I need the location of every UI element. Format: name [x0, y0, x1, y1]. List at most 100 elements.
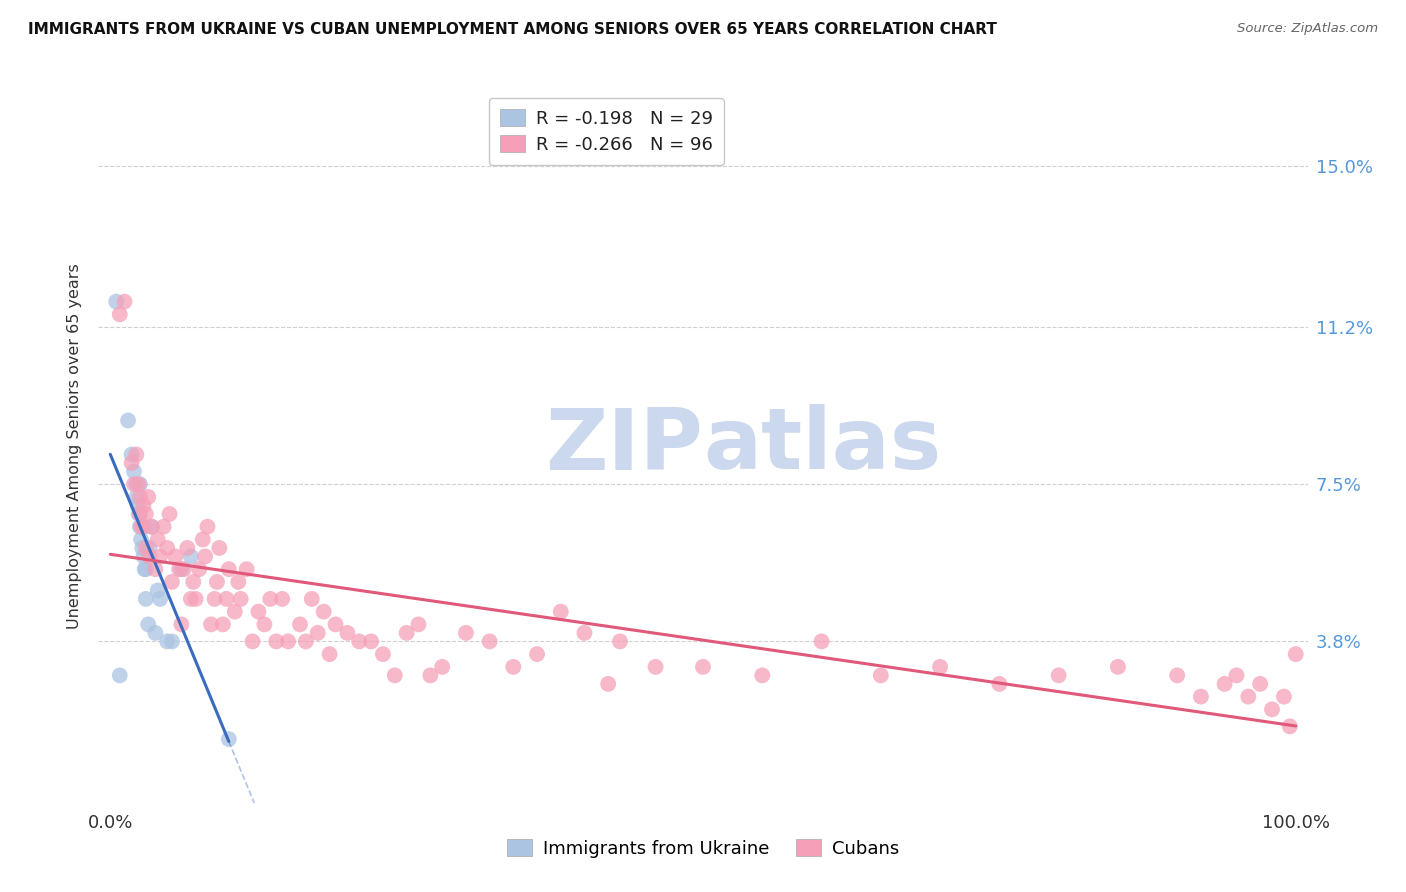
- Point: [125, 448, 148, 462]
- Point: [108, 307, 131, 321]
- Point: [1189, 690, 1212, 704]
- Point: [371, 647, 394, 661]
- Point: [149, 591, 172, 606]
- Point: [159, 507, 181, 521]
- Point: [1285, 647, 1308, 661]
- Point: [384, 668, 406, 682]
- Legend: Immigrants from Ukraine, Cubans: Immigrants from Ukraine, Cubans: [499, 832, 907, 865]
- Point: [1272, 690, 1295, 704]
- Point: [181, 574, 204, 589]
- Text: IMMIGRANTS FROM UKRAINE VS CUBAN UNEMPLOYMENT AMONG SENIORS OVER 65 YEARS CORREL: IMMIGRANTS FROM UKRAINE VS CUBAN UNEMPLO…: [28, 22, 997, 37]
- Text: atlas: atlas: [703, 404, 941, 488]
- Point: [146, 533, 169, 547]
- Point: [609, 634, 631, 648]
- Text: ZIP: ZIP: [546, 404, 703, 488]
- Point: [208, 541, 231, 555]
- Point: [1166, 668, 1188, 682]
- Point: [167, 562, 190, 576]
- Point: [131, 541, 153, 555]
- Point: [1249, 677, 1271, 691]
- Point: [108, 668, 131, 682]
- Point: [132, 519, 155, 533]
- Point: [226, 574, 249, 589]
- Point: [692, 660, 714, 674]
- Point: [644, 660, 666, 674]
- Point: [197, 519, 219, 533]
- Point: [125, 490, 148, 504]
- Point: [143, 562, 166, 576]
- Point: [598, 677, 620, 691]
- Point: [129, 490, 152, 504]
- Point: [502, 660, 524, 674]
- Point: [132, 519, 155, 533]
- Point: [191, 533, 214, 547]
- Point: [121, 448, 143, 462]
- Point: [419, 668, 441, 682]
- Point: [127, 499, 149, 513]
- Point: [288, 617, 311, 632]
- Point: [1237, 690, 1260, 704]
- Point: [295, 634, 318, 648]
- Point: [135, 562, 157, 576]
- Point: [136, 617, 159, 632]
- Point: [336, 626, 359, 640]
- Point: [129, 507, 152, 521]
- Point: [259, 591, 281, 606]
- Point: [135, 591, 157, 606]
- Point: [152, 519, 174, 533]
- Point: [869, 668, 891, 682]
- Point: [1225, 668, 1247, 682]
- Point: [160, 634, 183, 648]
- Point: [184, 591, 207, 606]
- Point: [132, 549, 155, 564]
- Point: [347, 634, 370, 648]
- Point: [264, 634, 287, 648]
- Point: [215, 591, 238, 606]
- Point: [212, 617, 235, 632]
- Point: [117, 413, 139, 427]
- Point: [156, 634, 179, 648]
- Point: [129, 519, 152, 533]
- Point: [574, 626, 596, 640]
- Point: [134, 562, 156, 576]
- Point: [751, 668, 773, 682]
- Point: [105, 294, 128, 309]
- Point: [247, 605, 270, 619]
- Point: [229, 591, 252, 606]
- Point: [141, 519, 163, 533]
- Point: [132, 499, 155, 513]
- Point: [1261, 702, 1284, 716]
- Point: [173, 562, 195, 576]
- Point: [170, 617, 193, 632]
- Point: [526, 647, 548, 661]
- Point: [204, 591, 226, 606]
- Point: [312, 605, 335, 619]
- Point: [454, 626, 477, 640]
- Point: [1047, 668, 1070, 682]
- Point: [146, 583, 169, 598]
- Point: [170, 562, 193, 576]
- Point: [205, 574, 228, 589]
- Point: [135, 507, 157, 521]
- Point: [550, 605, 572, 619]
- Point: [1213, 677, 1236, 691]
- Point: [307, 626, 329, 640]
- Point: [138, 541, 160, 555]
- Point: [122, 465, 145, 479]
- Y-axis label: Unemployment Among Seniors over 65 years: Unemployment Among Seniors over 65 years: [67, 263, 83, 629]
- Point: [318, 647, 340, 661]
- Point: [1278, 719, 1301, 733]
- Point: [253, 617, 276, 632]
- Point: [224, 605, 246, 619]
- Point: [129, 477, 152, 491]
- Point: [395, 626, 418, 640]
- Point: [143, 626, 166, 640]
- Point: [325, 617, 347, 632]
- Point: [176, 541, 198, 555]
- Point: [218, 732, 240, 747]
- Point: [1107, 660, 1129, 674]
- Point: [988, 677, 1011, 691]
- Point: [122, 477, 145, 491]
- Point: [194, 549, 217, 564]
- Point: [129, 533, 152, 547]
